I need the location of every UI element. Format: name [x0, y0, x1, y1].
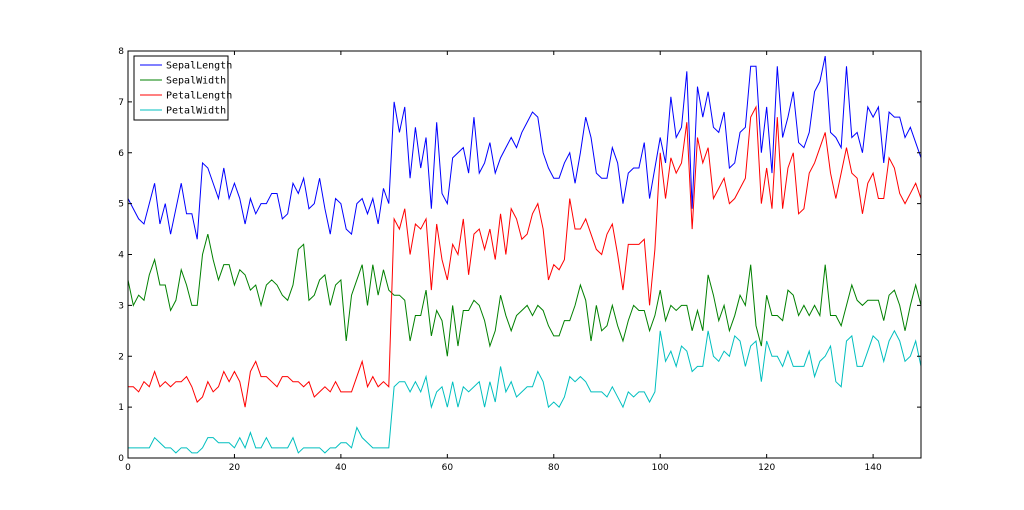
series-line-sepallength	[127, 55, 922, 240]
legend-label-petallength: PetalLength	[166, 91, 232, 102]
legend-label-sepallength: SepalLength	[166, 61, 232, 72]
plot-area-background	[128, 51, 921, 458]
legend: SepalLength SepalWidth PetalLength PetalWid…	[133, 55, 232, 121]
x-axis: 0 20 40 60 80 100 120 140	[125, 51, 882, 473]
y-tick-label: 3	[118, 301, 124, 311]
x-tick-label: 80	[548, 463, 560, 473]
series-line-sepalwidth	[127, 234, 922, 357]
legend-box	[133, 55, 229, 121]
series-layer	[127, 55, 922, 454]
x-tick-label: 20	[229, 463, 241, 473]
x-tick-label: 140	[865, 463, 882, 473]
y-tick-label: 4	[118, 251, 124, 261]
y-axis: 0 1 2 3 4 5 6 7 8	[118, 47, 921, 464]
x-tick-label: 40	[335, 463, 347, 473]
legend-label-petalwidth: PetalWidth	[166, 106, 226, 117]
y-tick-label: 8	[118, 47, 124, 57]
y-tick-label: 1	[118, 403, 124, 413]
y-tick-label: 2	[118, 352, 124, 362]
x-tick-label: 120	[758, 463, 775, 473]
x-tick-label: 60	[442, 463, 454, 473]
legend-label-sepalwidth: SepalWidth	[166, 76, 226, 87]
y-tick-label: 5	[118, 200, 124, 210]
y-tick-label: 6	[118, 149, 124, 159]
y-tick-label: 7	[118, 98, 124, 108]
y-tick-label: 0	[118, 454, 124, 464]
x-tick-label: 100	[652, 463, 669, 473]
series-line-petallength	[128, 105, 922, 408]
series-line-petalwidth	[128, 329, 922, 454]
x-tick-label: 0	[125, 463, 131, 473]
